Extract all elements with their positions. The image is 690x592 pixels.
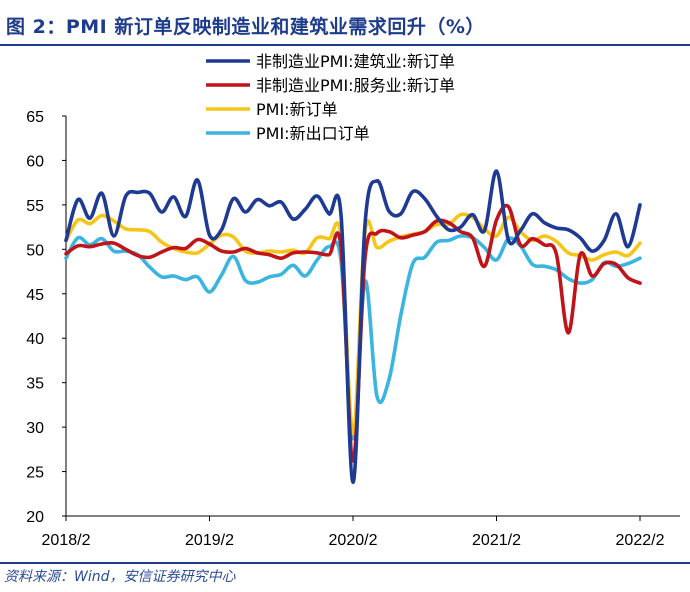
- y-tick-label: 60: [26, 153, 44, 170]
- series-line-pmi-new-orders: [64, 212, 642, 436]
- x-tick-label: 2020/2: [329, 532, 378, 549]
- y-tick-label: 30: [26, 420, 44, 437]
- legend-label-construction-new-orders: 非制造业PMI:建筑业:新订单: [256, 52, 455, 71]
- y-tick-label: 40: [26, 331, 44, 348]
- x-tick-label: 2018/2: [42, 532, 91, 549]
- x-tick-label: 2022/2: [616, 532, 665, 549]
- y-tick-label: 25: [26, 465, 44, 482]
- legend-label-services-new-orders: 非制造业PMI:服务业:新订单: [256, 76, 455, 95]
- source-rule: [0, 562, 690, 564]
- y-tick-label: 55: [26, 198, 44, 215]
- x-tick-label: 2019/2: [185, 532, 234, 549]
- legend-label-pmi-new-orders: PMI:新订单: [256, 100, 338, 119]
- y-tick-label: 65: [26, 109, 44, 126]
- source-note: 资料来源：Wind，安信证券研究中心: [4, 569, 236, 585]
- y-tick-label: 20: [26, 509, 44, 526]
- y-tick-label: 50: [26, 242, 44, 259]
- legend-label-pmi-new-export-orders: PMI:新出口订单: [256, 124, 370, 143]
- y-tick-labels: 20 25 30 35 40 45 50 55 60 65: [26, 109, 44, 526]
- chart-title: 图 2：PMI 新订单反映制造业和建筑业需求回升（%）: [6, 16, 485, 38]
- x-tick-label: 2021/2: [472, 532, 521, 549]
- axes: [62, 115, 680, 521]
- y-tick-label: 35: [26, 376, 44, 393]
- series-lines: [64, 169, 642, 485]
- title-rule: [0, 44, 690, 46]
- series-line-services-new-orders: [64, 203, 642, 463]
- y-tick-label: 45: [26, 287, 44, 304]
- series-line-construction-new-orders: [64, 169, 642, 485]
- series-line-pmi-new-export-orders: [64, 234, 642, 441]
- x-tick-labels: 2018/2 2019/2 2020/2 2021/2 2022/2: [42, 532, 665, 549]
